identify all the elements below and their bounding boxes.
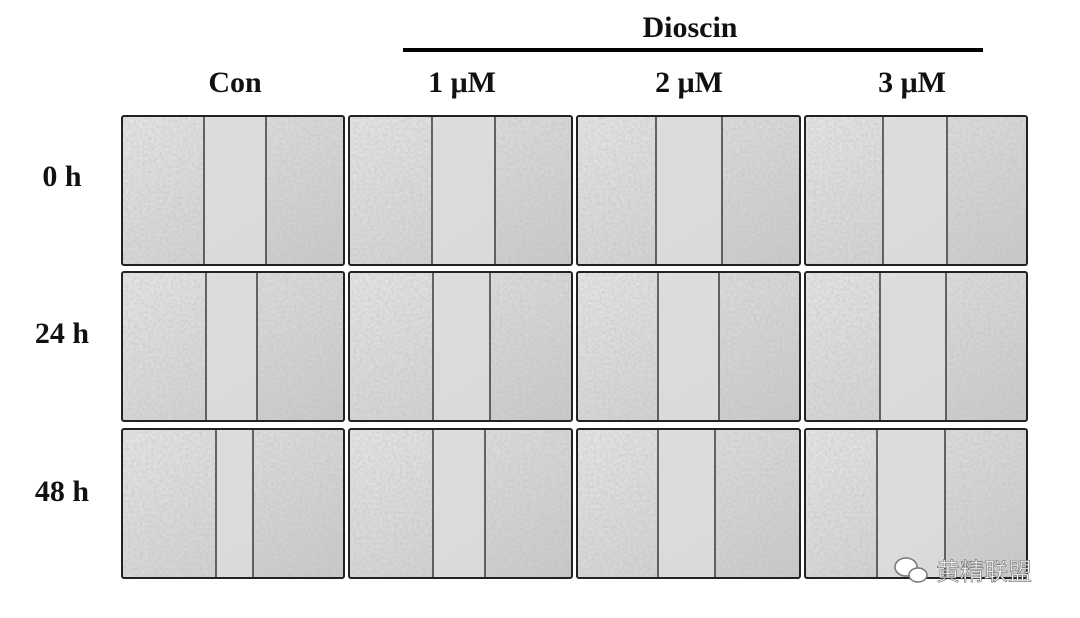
column-label: 3 μM — [878, 66, 946, 99]
micrograph — [121, 271, 345, 422]
image-border — [576, 115, 801, 266]
cell-layer — [577, 272, 658, 421]
wound-area — [656, 116, 722, 265]
image-border — [348, 428, 573, 579]
cell-layer — [805, 272, 880, 421]
micrograph — [804, 115, 1028, 266]
row-label: 0 h — [42, 160, 82, 193]
wound-area — [877, 429, 945, 578]
micrograph — [348, 271, 573, 422]
micrograph — [576, 428, 801, 579]
cell-layer — [122, 116, 204, 265]
row-label: 24 h — [35, 317, 90, 350]
wound-area — [432, 116, 495, 265]
cell-layer — [719, 272, 800, 421]
column-label: 2 μM — [655, 66, 723, 99]
cell-layer — [945, 429, 1027, 578]
column-label: 1 μM — [428, 66, 496, 99]
wound-area — [880, 272, 946, 421]
cell-layer — [349, 116, 432, 265]
wound-area — [883, 116, 947, 265]
cell-layer — [485, 429, 572, 578]
micrograph — [121, 115, 345, 266]
micrograph — [121, 428, 345, 579]
cell-layer — [122, 429, 216, 578]
image-border — [121, 428, 345, 579]
image-border — [121, 271, 345, 422]
wound-area — [204, 116, 266, 265]
micrograph — [348, 428, 573, 579]
wound-area — [658, 272, 719, 421]
cell-layer — [253, 429, 344, 578]
micrograph — [804, 428, 1028, 579]
cell-layer — [257, 272, 344, 421]
micrograph — [348, 115, 573, 266]
image-border — [121, 115, 345, 266]
cell-layer — [266, 116, 344, 265]
cell-layer — [495, 116, 572, 265]
cell-layer — [349, 272, 433, 421]
wound-area — [433, 429, 485, 578]
wound-area — [433, 272, 490, 421]
cell-layer — [490, 272, 572, 421]
cell-layer — [805, 429, 877, 578]
panel-grid — [121, 115, 1028, 579]
cell-layer — [577, 429, 658, 578]
cell-layer — [715, 429, 800, 578]
micrograph — [804, 271, 1028, 422]
watermark-text: 黄精联盟 — [936, 558, 1032, 586]
image-border — [348, 271, 573, 422]
cell-layer — [805, 116, 883, 265]
image-border — [576, 271, 801, 422]
watermark: 黄精联盟 — [894, 557, 1032, 586]
group-label: Dioscin — [642, 11, 737, 44]
image-border — [804, 115, 1028, 266]
wound-area — [206, 272, 257, 421]
cell-layer — [349, 429, 433, 578]
micrograph — [576, 271, 801, 422]
image-border — [348, 115, 573, 266]
micrograph — [576, 115, 801, 266]
wound-area — [658, 429, 715, 578]
row-label: 48 h — [35, 475, 90, 508]
wound-area — [216, 429, 253, 578]
cell-layer — [946, 272, 1027, 421]
cell-layer — [722, 116, 800, 265]
cell-layer — [122, 272, 206, 421]
column-label: Con — [208, 66, 262, 99]
image-border — [804, 271, 1028, 422]
cell-layer — [577, 116, 656, 265]
cell-layer — [947, 116, 1027, 265]
image-border — [576, 428, 801, 579]
